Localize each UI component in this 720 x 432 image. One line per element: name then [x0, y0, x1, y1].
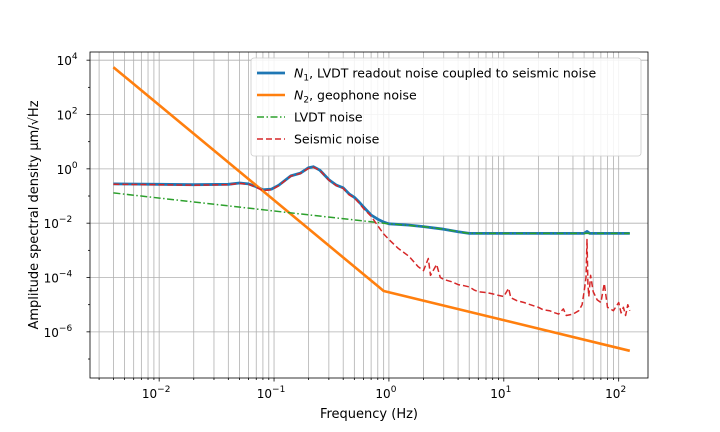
- legend-label-4: Seismic noise: [294, 132, 380, 147]
- x-tick-label: 102: [605, 385, 626, 401]
- x-tick-label: 100: [375, 385, 396, 401]
- y-tick-label: 104: [57, 52, 78, 68]
- grid-lines: [90, 52, 648, 378]
- y-axis-label: Amplitude spectral density μm/√Hz: [27, 100, 42, 329]
- y-tick-label: 10−2: [44, 215, 73, 231]
- x-axis-label: Frequency (Hz): [320, 407, 418, 422]
- y-tick-label: 10−6: [44, 324, 73, 340]
- series-line-4: [113, 166, 631, 317]
- axis-ticks: 10−2 10−1 100 101 102 10−6 10−4 10−2 100 102 104: [44, 52, 627, 401]
- y-tick-label: 102: [57, 107, 78, 123]
- y-tick-label: 10−4: [44, 270, 73, 286]
- series-lines: [112, 66, 631, 353]
- series-line-3: [113, 192, 630, 235]
- y-tick-label: 100: [57, 161, 78, 177]
- legend-box: [250, 57, 642, 157]
- legend-label-3: LVDT noise: [294, 110, 363, 125]
- legend: N1, LVDT readout noise coupled to seismi…: [250, 57, 642, 157]
- x-tick-label: 10−2: [142, 385, 171, 401]
- plot-frame: [89, 51, 649, 379]
- legend-label-2: N2, geophone noise: [294, 88, 417, 106]
- legend-label-1: N1, LVDT readout noise coupled to seismi…: [294, 66, 596, 84]
- series-line-2: [112, 66, 631, 353]
- x-tick-label: 101: [490, 385, 511, 401]
- x-tick-label: 10−1: [257, 385, 286, 401]
